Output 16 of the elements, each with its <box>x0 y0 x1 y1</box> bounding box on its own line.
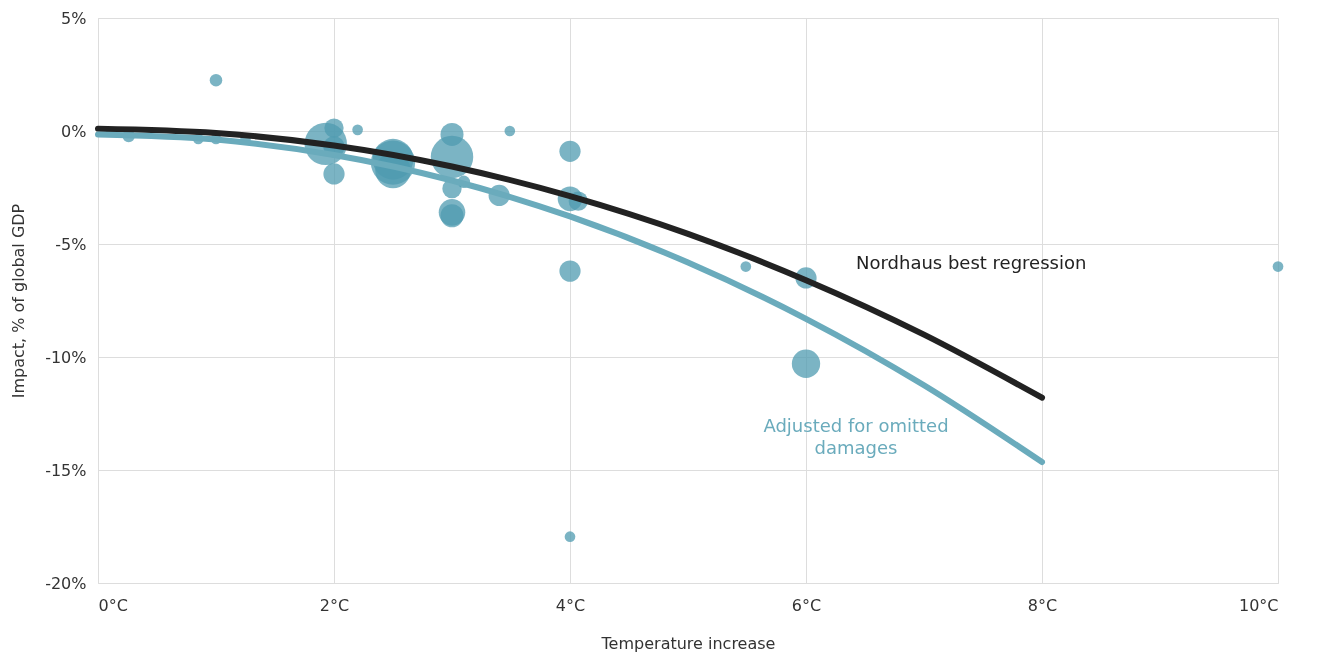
x-tick-label: 4°C <box>555 595 586 615</box>
x-axis-title: Temperature increase <box>600 633 776 653</box>
y-tick-label: -15% <box>45 460 87 480</box>
x-tick-label: 6°C <box>791 595 822 615</box>
y-tick-label: 0% <box>61 121 87 141</box>
y-tick-label: -5% <box>55 234 87 254</box>
y-tick-label: -20% <box>45 573 87 593</box>
x-tick-label: 10°C <box>1238 595 1279 615</box>
x-tick-label: 0°C <box>98 595 128 615</box>
series-label: Adjusted for omitted damages <box>763 415 949 459</box>
x-tick-label: 2°C <box>319 595 350 615</box>
y-axis-title: Impact, % of global GDP <box>9 203 29 399</box>
y-tick-label: -10% <box>45 347 87 367</box>
series-label: Nordhaus best regression <box>856 252 1087 274</box>
x-tick-label: 8°C <box>1027 595 1058 615</box>
y-tick-label: 5% <box>61 8 87 28</box>
